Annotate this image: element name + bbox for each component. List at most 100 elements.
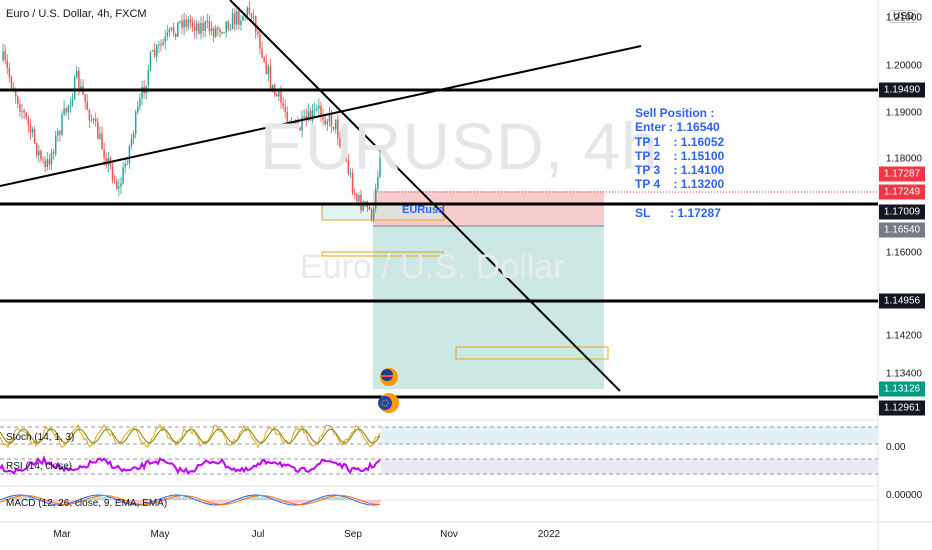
candle-body [196, 23, 198, 31]
target-box [455, 346, 609, 360]
candle-body [223, 32, 225, 34]
candle-body [23, 110, 25, 113]
time-axis-label: Jul [251, 529, 265, 540]
candle-body [156, 45, 158, 57]
candle-body [137, 106, 139, 113]
candle-body [193, 26, 196, 31]
macd-value: 0.00000 [886, 490, 923, 501]
candle-body [240, 20, 242, 25]
price-tag-level: 1.19490 [879, 82, 925, 98]
price-axis-label: 1.14200 [885, 330, 922, 342]
candle-body [94, 119, 97, 122]
candle-body [206, 20, 209, 23]
candle-body [227, 21, 230, 30]
candle-body [246, 7, 249, 16]
candle-body [233, 13, 236, 25]
candle-body [284, 106, 286, 113]
candle-body [118, 186, 120, 189]
candle-body [236, 11, 238, 25]
candle-body [149, 51, 152, 71]
candle-body [269, 66, 272, 89]
candle-body [29, 124, 32, 133]
chart-title[interactable]: Euro / U.S. Dollar, 4h, FXCM [6, 8, 147, 20]
candle-body [147, 70, 150, 86]
candle-body [200, 23, 202, 34]
rsi-line [0, 455, 381, 476]
candle-body [65, 108, 67, 113]
candle-body [332, 126, 335, 130]
candle-body [42, 159, 44, 161]
falling-trend-line [229, 0, 621, 392]
sell-position-note[interactable]: Sell Position : Enter : 1.16540 TP 1 : 1… [635, 106, 724, 220]
macd-label[interactable]: MACD (12, 26, close, 9, EMA, EMA) [6, 498, 168, 509]
candle-body [172, 27, 175, 34]
rising-trend-line [0, 45, 642, 187]
candle-body [63, 108, 65, 115]
candle-body [67, 105, 70, 113]
candle-body [280, 91, 282, 103]
candle-body [309, 111, 312, 121]
candle-body [254, 16, 257, 32]
note-tp2: TP 2 : 1.15100 [635, 148, 725, 163]
candle-body [297, 119, 299, 128]
candle-body [343, 148, 345, 156]
candle-body [27, 117, 30, 125]
candle-body [120, 183, 122, 187]
candle-body [99, 133, 101, 139]
candle-body [48, 159, 51, 165]
time-axis-label: 2022 [537, 529, 561, 540]
candle-body [248, 7, 251, 14]
candle-body [153, 50, 156, 57]
candle-body [162, 42, 164, 46]
candle-body [179, 21, 181, 23]
candle-body [345, 155, 348, 161]
rsi-label[interactable]: RSI (14, close) [6, 461, 73, 472]
candle-body [139, 98, 141, 107]
candle-body [14, 91, 17, 97]
candle-body [160, 44, 162, 46]
price-axis-label: 1.20000 [885, 60, 922, 72]
candle-body [57, 130, 59, 136]
candle-body [92, 119, 95, 121]
pair-label[interactable]: EURusd [402, 204, 445, 216]
candle-body [97, 121, 99, 139]
stoch-label[interactable]: Stoch (14, 1, 3) [6, 432, 75, 443]
price-tag-target: 1.13126 [879, 381, 925, 397]
candle-body [6, 60, 9, 68]
candle-body [299, 127, 301, 131]
candle-body [316, 108, 318, 110]
candle-body [267, 66, 270, 75]
candle-body [183, 19, 185, 28]
us-flag-stripe-icon [381, 375, 393, 377]
candle-body [322, 115, 324, 120]
candle-body [90, 119, 93, 121]
candle-body [217, 27, 219, 30]
candle-body [122, 167, 124, 184]
candle-body [271, 84, 274, 89]
candle-body [257, 31, 259, 35]
candle-body [214, 27, 217, 37]
candle-body [204, 22, 206, 31]
time-axis-label: Nov [440, 529, 458, 540]
candle-body [151, 50, 154, 52]
candle-body [337, 119, 339, 139]
price-tag-level: 1.14956 [879, 293, 925, 309]
candle-body [250, 13, 253, 18]
candle-body [124, 163, 126, 168]
currency-badge[interactable]: USD [889, 10, 919, 23]
candle-body [303, 115, 305, 118]
candle-body [320, 105, 322, 116]
candle-body [353, 192, 356, 195]
candle-body [265, 61, 267, 75]
candle-body [19, 104, 21, 112]
price-tag-stop: 1.17287 [879, 166, 925, 182]
candle-body [219, 29, 221, 33]
stoch-d-line [0, 428, 381, 444]
candle-body [225, 21, 227, 33]
eu-flag-icon [378, 396, 392, 410]
candle-body [242, 16, 244, 21]
candle-body [116, 181, 118, 189]
candle-body [231, 13, 234, 30]
